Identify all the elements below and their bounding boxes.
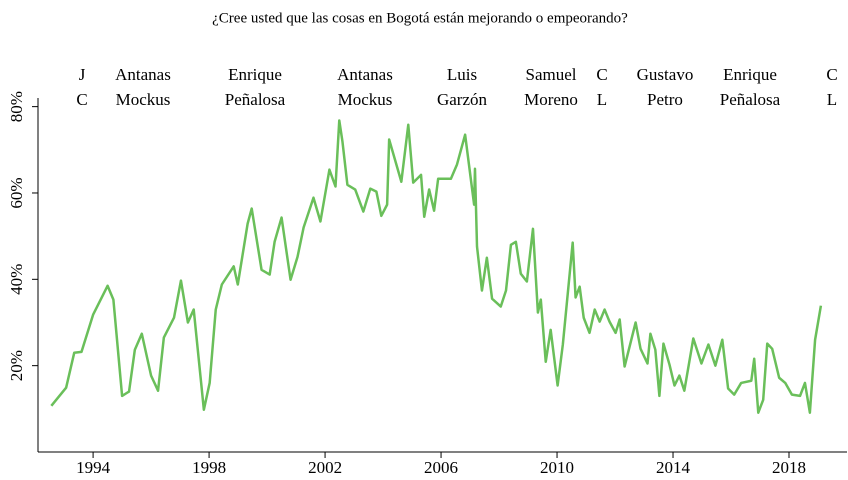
data-line — [50, 119, 823, 414]
x-tick-label: 2010 — [540, 458, 574, 477]
x-tick-label: 2014 — [656, 458, 691, 477]
annotation: C — [76, 90, 87, 109]
annotation: Enrique — [228, 65, 282, 84]
annotation: Luis — [447, 65, 477, 84]
x-tick-label: 2002 — [308, 458, 342, 477]
annotation: C — [826, 65, 837, 84]
x-tick-label: 1994 — [76, 458, 111, 477]
x-tick-label: 2006 — [424, 458, 458, 477]
annotation: L — [827, 90, 837, 109]
y-tick-label: 20% — [7, 350, 26, 381]
annotation: Antanas — [337, 65, 393, 84]
annotation: Peñalosa — [225, 90, 286, 109]
y-tick-label: 60% — [7, 177, 26, 208]
annotation: Peñalosa — [720, 90, 781, 109]
y-tick-label: 40% — [7, 264, 26, 295]
annotation: J — [79, 65, 86, 84]
annotation: Gustavo — [637, 65, 694, 84]
annotation: Mockus — [338, 90, 393, 109]
annotation: Enrique — [723, 65, 777, 84]
annotation: Moreno — [524, 90, 578, 109]
y-tick-label: 80% — [7, 91, 26, 122]
x-tick-label: 2018 — [772, 458, 806, 477]
annotation: Mockus — [116, 90, 171, 109]
annotation: Garzón — [437, 90, 488, 109]
annotation: Samuel — [526, 65, 577, 84]
chart-title: ¿Cree usted que las cosas en Bogotá está… — [212, 10, 628, 26]
annotation: Petro — [647, 90, 683, 109]
annotation: L — [597, 90, 607, 109]
x-tick-label: 1998 — [192, 458, 226, 477]
annotation: Antanas — [115, 65, 171, 84]
annotation: C — [596, 65, 607, 84]
